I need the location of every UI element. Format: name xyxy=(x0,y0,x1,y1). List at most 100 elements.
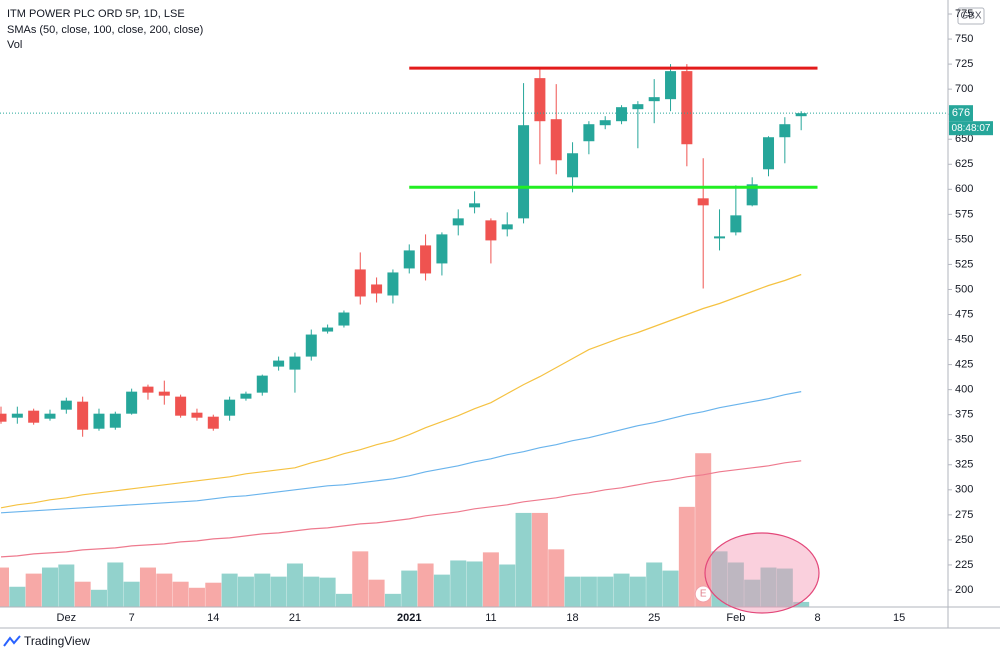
volume-bar xyxy=(107,562,124,607)
candle-body xyxy=(93,413,105,429)
volume-bar xyxy=(90,589,107,607)
logo[interactable]: TradingView xyxy=(3,634,90,648)
sma-line xyxy=(0,460,802,558)
candle-body xyxy=(191,412,203,418)
candle-body xyxy=(77,401,89,430)
candle-body xyxy=(567,153,579,178)
candle-body xyxy=(469,203,481,208)
brand[interactable]: TradingView xyxy=(24,634,90,648)
volume-bar xyxy=(646,562,663,607)
volume-bar xyxy=(335,593,352,607)
candle-body xyxy=(616,107,628,122)
candle-body xyxy=(142,386,154,393)
candle-body xyxy=(322,327,334,332)
candle-body xyxy=(354,269,366,297)
y-tick-label: 325 xyxy=(955,459,973,471)
plot xyxy=(0,64,948,607)
y-tick-label: 475 xyxy=(955,308,973,320)
countdown: 08:48:07 xyxy=(952,123,991,134)
candle-body xyxy=(387,272,399,296)
volume-bar xyxy=(319,577,336,607)
volume-bar xyxy=(678,506,695,607)
candle-body xyxy=(60,400,72,410)
x-tick-label: Dez xyxy=(57,612,77,624)
currency-box[interactable] xyxy=(957,7,985,25)
candle-body xyxy=(126,391,138,414)
y-tick-label: 775 xyxy=(955,8,973,20)
event-label: E xyxy=(700,589,707,600)
y-tick-label: 225 xyxy=(955,559,973,571)
currency[interactable]: GBX xyxy=(960,11,981,22)
volume-bar xyxy=(156,573,173,607)
y-tick-label: 400 xyxy=(955,384,973,396)
volume-bar xyxy=(188,587,205,607)
candle-body xyxy=(436,234,448,264)
candle-body xyxy=(0,413,7,422)
volume-bar xyxy=(172,581,189,607)
candle-body xyxy=(420,245,432,274)
x-tick-label: 15 xyxy=(893,612,905,624)
volume-bar xyxy=(515,512,532,607)
last-price-tag xyxy=(949,105,973,122)
candle-body xyxy=(175,396,187,416)
candle-body xyxy=(207,416,219,429)
volume-bar xyxy=(221,573,238,607)
event-marker xyxy=(694,585,712,603)
candle-body xyxy=(714,236,726,239)
x-tick-label: Feb xyxy=(726,612,745,624)
volume-bar xyxy=(58,564,75,607)
y-tick-label: 525 xyxy=(955,258,973,270)
volume-bar xyxy=(25,573,42,607)
candle-body xyxy=(583,124,595,142)
candle-body xyxy=(779,124,791,138)
candle-body xyxy=(371,284,383,294)
logo-icon[interactable] xyxy=(3,635,21,647)
y-tick-label: 425 xyxy=(955,359,973,371)
y-tick-label: 550 xyxy=(955,233,973,245)
volume-bar xyxy=(254,573,271,607)
x-tick-label: 14 xyxy=(207,612,219,624)
volume-bar xyxy=(74,581,91,607)
y-tick-label: 250 xyxy=(955,534,973,546)
last-price-label: 676 xyxy=(952,107,970,119)
candle-body xyxy=(550,119,562,161)
volume-bar xyxy=(205,582,222,607)
y-tick-label: 275 xyxy=(955,509,973,521)
y-tick-label: 600 xyxy=(955,183,973,195)
candle-body xyxy=(665,71,677,100)
candle-body xyxy=(158,391,170,396)
candle-body xyxy=(763,137,775,170)
candle-body xyxy=(632,104,644,110)
y-tick-label: 750 xyxy=(955,33,973,45)
x-tick-label: 11 xyxy=(485,612,496,624)
candle-body xyxy=(681,71,693,145)
x-tick-label: 25 xyxy=(648,612,660,624)
volume-bar xyxy=(662,570,679,607)
volume-bar xyxy=(597,576,614,607)
volume-bar xyxy=(727,562,744,607)
volume-bar xyxy=(499,564,516,607)
candle-body xyxy=(452,218,464,226)
candle-body xyxy=(224,399,236,416)
volume-bar xyxy=(433,574,450,607)
candle-body xyxy=(730,215,742,233)
volume-bar xyxy=(368,579,385,607)
y-tick-label: 450 xyxy=(955,333,973,345)
volume-bar xyxy=(695,453,712,607)
volume-bar xyxy=(401,570,418,607)
volume-bar xyxy=(450,560,467,607)
candle-body xyxy=(11,413,23,418)
candle-body xyxy=(746,184,758,206)
volume-bar xyxy=(466,561,483,607)
y-tick-label: 375 xyxy=(955,409,973,421)
y-tick-label: 625 xyxy=(955,158,973,170)
volume-bar xyxy=(580,576,597,607)
y-tick-label: 650 xyxy=(955,133,973,145)
candle-body xyxy=(256,375,268,393)
volume-bar xyxy=(711,551,728,607)
volume-bar xyxy=(9,586,26,607)
volume-bar xyxy=(776,568,793,607)
y-tick-label: 700 xyxy=(955,83,973,95)
y-tick-label: 500 xyxy=(955,283,973,295)
volume-bar xyxy=(613,573,630,607)
